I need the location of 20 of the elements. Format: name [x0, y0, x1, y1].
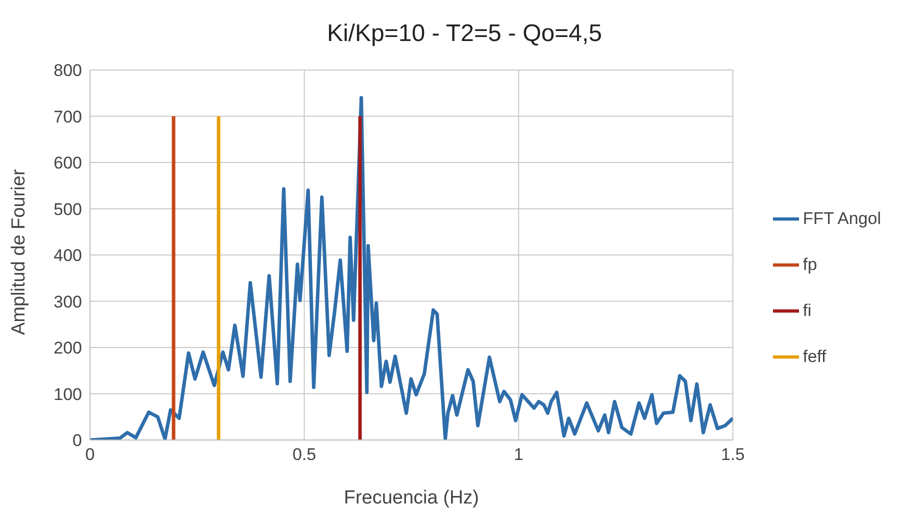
y-tick-label: 600	[54, 154, 82, 173]
y-tick-label: 200	[54, 338, 82, 358]
y-tick-label: 700	[54, 107, 82, 126]
x-tick-label: 1	[514, 445, 524, 464]
x-tick-label: 0.5	[292, 445, 316, 464]
x-tick-label: 0	[85, 445, 95, 464]
x-tick-label: 1.5	[721, 445, 745, 464]
y-tick-label: 300	[54, 292, 82, 312]
y-tick-label: 100	[54, 384, 82, 404]
legend-label: feff	[802, 346, 826, 366]
chart-title: Ki/Kp=10 - T2=5 - Qo=4,5	[326, 19, 604, 49]
legend-label: fi	[802, 300, 812, 320]
y-axis-title: Amplitud de Fourier	[8, 168, 30, 335]
legend-label: FFT Angol	[802, 208, 881, 228]
y-tick-label: 400	[54, 246, 82, 266]
y-tick-label: 500	[54, 200, 82, 219]
y-tick-label: 800	[54, 61, 82, 80]
legend-label: fp	[802, 254, 818, 274]
y-tick-label: 0	[72, 431, 82, 450]
x-axis-title: Frecuencia (Hz)	[344, 487, 480, 508]
